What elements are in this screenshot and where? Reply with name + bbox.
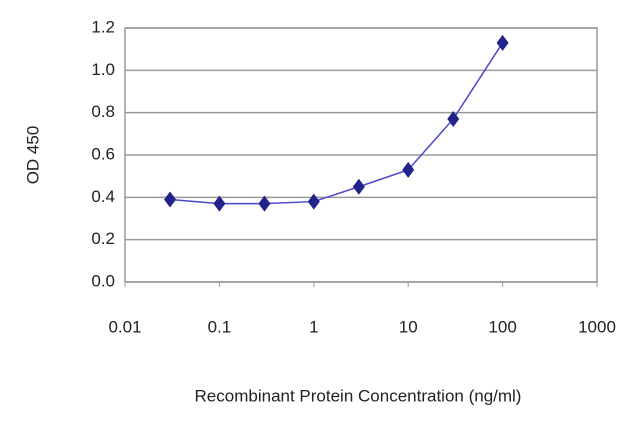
x-tick-label: 100	[488, 317, 516, 336]
data-point	[164, 191, 177, 208]
y-tick-label: 1.0	[91, 60, 115, 79]
data-line	[169, 42, 504, 205]
data-point	[307, 193, 320, 210]
data-point	[402, 161, 415, 178]
x-tick-label: 10	[399, 317, 418, 336]
y-tick-label: 0.8	[91, 102, 115, 121]
y-tick-label: 0.2	[91, 229, 115, 248]
x-axis-label: Recombinant Protein Concentration (ng/ml…	[195, 386, 522, 405]
y-tick-label: 0.0	[91, 271, 115, 290]
data-point	[213, 195, 226, 212]
x-tick-label: 1	[309, 317, 318, 336]
x-tick-label: 0.01	[108, 317, 141, 336]
data-point	[496, 34, 509, 51]
data-point	[447, 111, 460, 128]
y-tick-label: 0.4	[91, 187, 115, 206]
data-point	[258, 195, 271, 212]
y-tick-label: 1.2	[91, 17, 115, 36]
x-tick-label: 1000	[578, 317, 616, 336]
y-axis-label: OD 450	[23, 126, 42, 185]
data-point	[352, 178, 365, 195]
y-tick-label: 0.6	[91, 144, 115, 163]
x-tick-label: 0.1	[208, 317, 232, 336]
